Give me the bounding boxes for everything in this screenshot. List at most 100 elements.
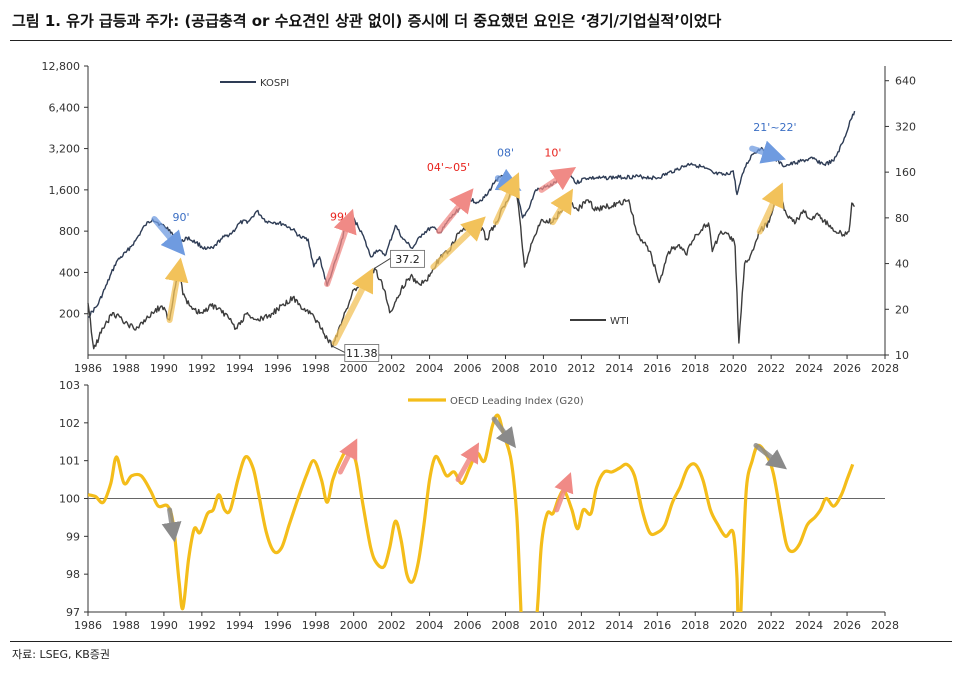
callout-label: 11.38	[346, 347, 378, 360]
highlight-arrow-wti-11	[756, 182, 784, 235]
x-tick-label: 1998	[302, 362, 330, 375]
oecd-x-tick-label: 2000	[340, 619, 368, 632]
oecd-x-tick-label: 2006	[454, 619, 482, 632]
oecd-x-tick-label: 1992	[188, 619, 216, 632]
left-tick-label: 400	[59, 266, 80, 279]
period-label: 99'	[330, 210, 347, 223]
right-tick-label: 160	[895, 166, 916, 179]
oecd-arrow-3	[491, 416, 516, 449]
period-label: 21'~22'	[753, 121, 796, 134]
highlight-arrow-wti-7	[331, 267, 374, 346]
legend-label-kospi: KOSPI	[260, 78, 289, 89]
callout-leader	[332, 346, 346, 353]
x-tick-label: 2014	[605, 362, 633, 375]
x-tick-label: 1990	[150, 362, 178, 375]
x-tick-label: 2016	[643, 362, 671, 375]
right-tick-label: 320	[895, 120, 916, 133]
legend-label-wti: WTI	[610, 316, 629, 327]
highlight-arrow-kospi-0	[151, 216, 186, 256]
left-tick-label: 1,600	[49, 184, 81, 197]
x-tick-label: 1992	[188, 362, 216, 375]
highlight-arrow-wti-10	[549, 188, 574, 226]
oecd-x-tick-label: 2028	[871, 619, 899, 632]
left-tick-label: 12,800	[42, 60, 81, 73]
highlight-arrow-kospi-5	[749, 140, 786, 164]
callout-leader	[374, 257, 391, 269]
x-tick-label: 2006	[454, 362, 482, 375]
legend-label-oecd: OECD Leading Index (G20)	[450, 396, 584, 407]
highlight-arrow-wti-9	[492, 172, 520, 226]
callout-label: 37.2	[395, 253, 420, 266]
left-tick-label: 800	[59, 225, 80, 238]
series-line-oecd	[88, 413, 855, 612]
x-tick-label: 2010	[529, 362, 557, 375]
oecd-x-tick-label: 1990	[150, 619, 178, 632]
oecd-x-tick-label: 1998	[302, 619, 330, 632]
left-tick-label: 6,400	[49, 101, 81, 114]
oecd-y-tick-label: 99	[66, 530, 80, 543]
period-label: 08'	[497, 147, 514, 160]
oecd-x-tick-label: 2018	[681, 619, 709, 632]
right-tick-label: 10	[895, 349, 909, 362]
oecd-arrow-5	[753, 443, 787, 470]
left-tick-label: 3,200	[49, 143, 81, 156]
x-tick-label: 2022	[757, 362, 785, 375]
oecd-x-tick-label: 2022	[757, 619, 785, 632]
source-rule	[10, 641, 952, 642]
oecd-y-tick-label: 103	[59, 379, 80, 392]
x-tick-label: 2024	[795, 362, 823, 375]
right-tick-label: 20	[895, 303, 909, 316]
oecd-arrow-4	[554, 472, 574, 513]
oecd-x-tick-label: 1986	[74, 619, 102, 632]
highlight-arrow-kospi-2	[436, 188, 474, 235]
x-tick-label: 2008	[491, 362, 519, 375]
oecd-x-tick-label: 2026	[833, 619, 861, 632]
x-tick-label: 2004	[416, 362, 444, 375]
oecd-arrow-0	[161, 507, 182, 543]
oecd-x-tick-label: 2020	[719, 619, 747, 632]
period-label: 90'	[172, 211, 189, 224]
x-tick-label: 1988	[112, 362, 140, 375]
x-tick-label: 2026	[833, 362, 861, 375]
figure-title: 그림 1. 유가 급등과 주가: (공급충격 or 수요견인 상관 없이) 증시…	[12, 12, 722, 30]
oecd-x-tick-label: 1996	[264, 619, 292, 632]
x-tick-label: 2002	[378, 362, 406, 375]
series-line-kospi	[87, 110, 856, 318]
oecd-x-tick-label: 2014	[605, 619, 633, 632]
oecd-x-tick-label: 2004	[416, 619, 444, 632]
right-tick-label: 640	[895, 75, 916, 88]
period-label: 04'~05'	[427, 161, 470, 174]
period-label: 10'	[544, 147, 561, 160]
x-tick-label: 2000	[340, 362, 368, 375]
highlight-arrow-kospi-1	[324, 208, 357, 287]
oecd-y-tick-label: 100	[59, 493, 80, 506]
x-tick-label: 1994	[226, 362, 254, 375]
title-rule	[10, 40, 952, 41]
left-tick-label: 200	[59, 308, 80, 321]
oecd-y-tick-label: 102	[59, 417, 80, 430]
callout-box	[344, 344, 380, 362]
highlight-arrow-kospi-4	[538, 166, 577, 193]
right-tick-label: 40	[895, 258, 909, 271]
x-tick-label: 1996	[264, 362, 292, 375]
highlight-arrow-wti-6	[164, 257, 189, 324]
oecd-y-tick-label: 98	[66, 568, 80, 581]
x-tick-label: 2012	[567, 362, 595, 375]
price-chart: 12,8006,4003,2001,6008004002006403201608…	[42, 60, 917, 375]
callout-box	[390, 249, 425, 268]
oecd-y-tick-label: 97	[66, 606, 80, 619]
series-line-wti	[87, 180, 856, 350]
x-tick-label: 2028	[871, 362, 899, 375]
highlight-arrow-wti-8	[430, 216, 486, 270]
oecd-x-tick-label: 2024	[795, 619, 823, 632]
x-tick-label: 1986	[74, 362, 102, 375]
oecd-arrow-1	[337, 438, 358, 475]
x-tick-label: 2020	[719, 362, 747, 375]
oecd-x-tick-label: 2016	[643, 619, 671, 632]
oecd-x-tick-label: 1994	[226, 619, 254, 632]
oecd-x-tick-label: 1988	[112, 619, 140, 632]
oecd-y-tick-label: 101	[59, 455, 80, 468]
oecd-x-tick-label: 2010	[529, 619, 557, 632]
